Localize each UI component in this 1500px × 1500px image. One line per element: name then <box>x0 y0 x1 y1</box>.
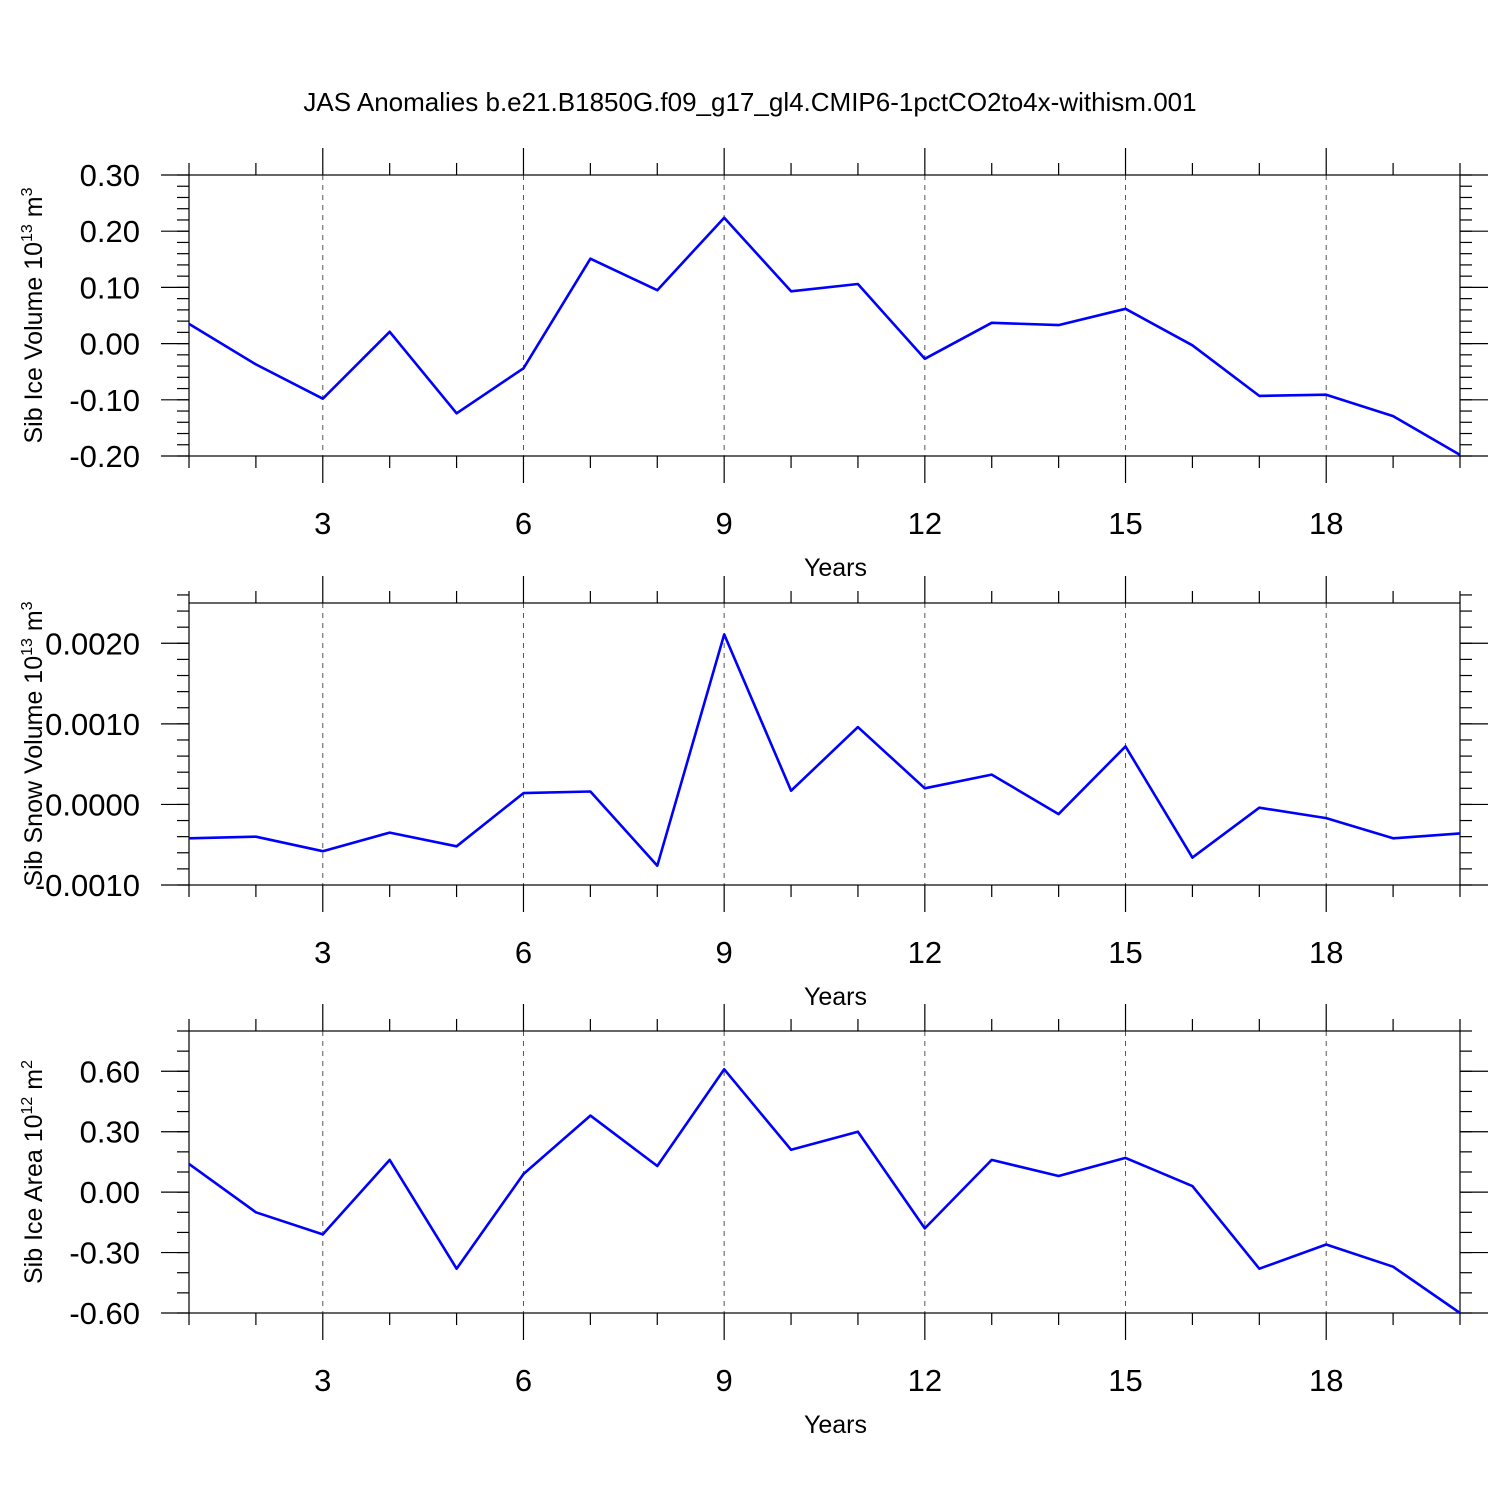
x-tick-label: 3 <box>314 1363 331 1398</box>
y-axis-label-exponent: 13 <box>19 224 36 242</box>
y-axis-label-text: Sib Ice Area 10 <box>20 1114 48 1284</box>
y-axis-label-exponent: 3 <box>19 187 36 196</box>
y-tick-label: 0.0020 <box>45 626 140 661</box>
y-axis-label-exponent: 2 <box>19 1060 36 1069</box>
x-tick-label: 6 <box>515 935 532 970</box>
x-axis-label: Years <box>804 983 867 1011</box>
x-axis-label: Years <box>804 554 867 582</box>
y-tick-label: -0.60 <box>69 1296 140 1331</box>
y-tick-label: -0.20 <box>69 439 140 474</box>
x-tick-label: 15 <box>1108 506 1142 541</box>
x-tick-label: 9 <box>716 506 733 541</box>
series-line <box>188 216 1461 457</box>
x-tick-label: 9 <box>716 1363 733 1398</box>
y-axis-label-text: Sib Snow Volume 10 <box>20 656 48 887</box>
x-axis-label: Years <box>804 1411 867 1439</box>
figure-title: JAS Anomalies b.e21.B1850G.f09_g17_gl4.C… <box>303 87 1196 117</box>
x-tick-label: 12 <box>908 935 942 970</box>
y-tick-label: -0.10 <box>69 383 140 418</box>
y-axis-label-text: m <box>20 610 48 638</box>
series-line <box>188 633 1461 868</box>
y-tick-label: 0.60 <box>80 1054 140 1089</box>
x-tick-label: 15 <box>1108 1363 1142 1398</box>
y-tick-label: 0.10 <box>80 270 140 305</box>
y-axis-label-exponent: 12 <box>19 1097 36 1115</box>
x-tick-label: 15 <box>1108 935 1142 970</box>
y-axis-label: Sib Snow Volume 1013 m3 <box>19 601 48 886</box>
y-axis-label: Sib Ice Area 1012 m2 <box>19 1060 48 1284</box>
x-tick-label: 18 <box>1309 1363 1343 1398</box>
y-tick-label: 0.30 <box>80 1115 140 1150</box>
plot-frame <box>188 602 1461 886</box>
y-tick-label: -0.30 <box>69 1236 140 1271</box>
y-axis-label-text: Sib Ice Volume 10 <box>20 242 48 444</box>
y-tick-label: 0.00 <box>80 1175 140 1210</box>
chart-panel-1: 3 6 9 12 15 18 -0.20 -0.10 0.00 0.10 0.20 0.30 Years… <box>19 148 1488 582</box>
x-tick-label: 12 <box>908 506 942 541</box>
chart-panel-2: 3 6 9 12 15 18 -0.0010 0.0000 0.0010 0.0020 Years S… <box>19 576 1488 1011</box>
y-tick-label: 0.30 <box>80 158 140 193</box>
x-tick-label: 6 <box>515 1363 532 1398</box>
y-axis-label-text: m <box>20 196 48 224</box>
y-tick-label: 0.0000 <box>45 787 140 822</box>
y-tick-label: 0.00 <box>80 327 140 362</box>
x-tick-label: 18 <box>1309 935 1343 970</box>
y-tick-label: -0.0010 <box>35 868 140 903</box>
plot-frame <box>188 174 1461 457</box>
x-tick-label: 6 <box>515 506 532 541</box>
x-tick-label: 3 <box>314 935 331 970</box>
chart-panel-3: 3 6 9 12 15 18 -0.60 -0.30 0.00 0.30 0.60 Years Sib … <box>19 1004 1488 1439</box>
y-axis-label-exponent: 3 <box>19 601 36 610</box>
series-line <box>188 1068 1461 1315</box>
x-tick-label: 12 <box>908 1363 942 1398</box>
x-tick-label: 9 <box>716 935 733 970</box>
y-tick-label: 0.0010 <box>45 707 140 742</box>
y-axis-label-text: m <box>20 1069 48 1097</box>
y-axis-label-exponent: 13 <box>19 638 36 656</box>
y-tick-label: 0.20 <box>80 214 140 249</box>
x-tick-label: 18 <box>1309 506 1343 541</box>
y-axis-label: Sib Ice Volume 1013 m3 <box>19 187 48 443</box>
x-tick-label: 3 <box>314 506 331 541</box>
